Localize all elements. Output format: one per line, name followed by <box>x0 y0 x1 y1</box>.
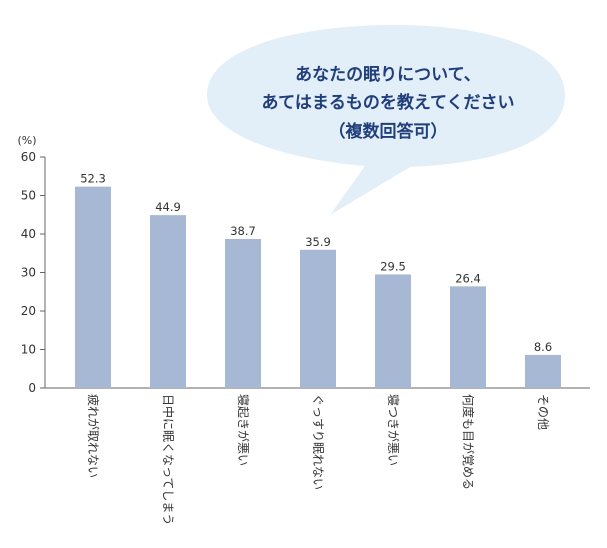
value-labels: 52.3 44.9 38.7 35.9 29.5 26.4 8.6 <box>80 172 552 354</box>
y-tick-label: 50 <box>21 189 36 203</box>
x-category-label: 寝つきが悪い <box>386 394 401 466</box>
y-tick-label: 20 <box>21 304 36 318</box>
bubble-text-line-2: あてはまるものを教えてください <box>262 92 515 113</box>
y-tick-label: 10 <box>21 343 36 357</box>
bar-value-label: 26.4 <box>455 271 481 285</box>
bar <box>75 186 111 388</box>
bar <box>300 249 336 388</box>
x-category-label: 何度も目が覚める <box>461 394 476 490</box>
bar-value-label: 35.9 <box>305 235 331 249</box>
y-tick-label: 0 <box>28 381 36 395</box>
bar <box>375 274 411 388</box>
bubble-text-line-1: あなたの眠りについて、 <box>295 65 481 85</box>
bubble-shape <box>207 25 565 215</box>
x-category-label: その他 <box>536 394 550 430</box>
x-category-label: ぐっすり眠れない <box>311 394 325 490</box>
y-ticks: 0 10 20 30 40 50 60 <box>21 150 45 395</box>
x-category-label: 日中に眠くなってしまう <box>161 394 176 525</box>
bar-value-label: 52.3 <box>80 172 106 186</box>
bar <box>150 215 186 388</box>
bar <box>525 354 561 388</box>
x-category-label: 疲れが取れない <box>86 394 101 478</box>
bar <box>225 239 261 388</box>
bubble-text-line-3: （複数回答可） <box>329 121 448 142</box>
bar-value-label: 38.7 <box>230 224 256 238</box>
y-tick-label: 60 <box>21 150 36 164</box>
bars <box>75 186 561 388</box>
y-unit-label: (%) <box>17 134 36 147</box>
bar-value-label: 8.6 <box>534 340 552 354</box>
y-tick-label: 30 <box>21 266 36 280</box>
bar-value-label: 44.9 <box>155 200 181 214</box>
x-category-label: 寝起きが悪い <box>236 394 251 466</box>
y-tick-label: 40 <box>21 227 36 241</box>
bar <box>450 286 486 388</box>
bar-value-label: 29.5 <box>380 259 406 273</box>
question-bubble: あなたの眠りについて、 あてはまるものを教えてください （複数回答可） <box>207 25 565 215</box>
category-labels: 疲れが取れない 日中に眠くなってしまう 寝起きが悪い ぐっすり眠れない 寝つきが悪い 何度… <box>86 394 550 525</box>
